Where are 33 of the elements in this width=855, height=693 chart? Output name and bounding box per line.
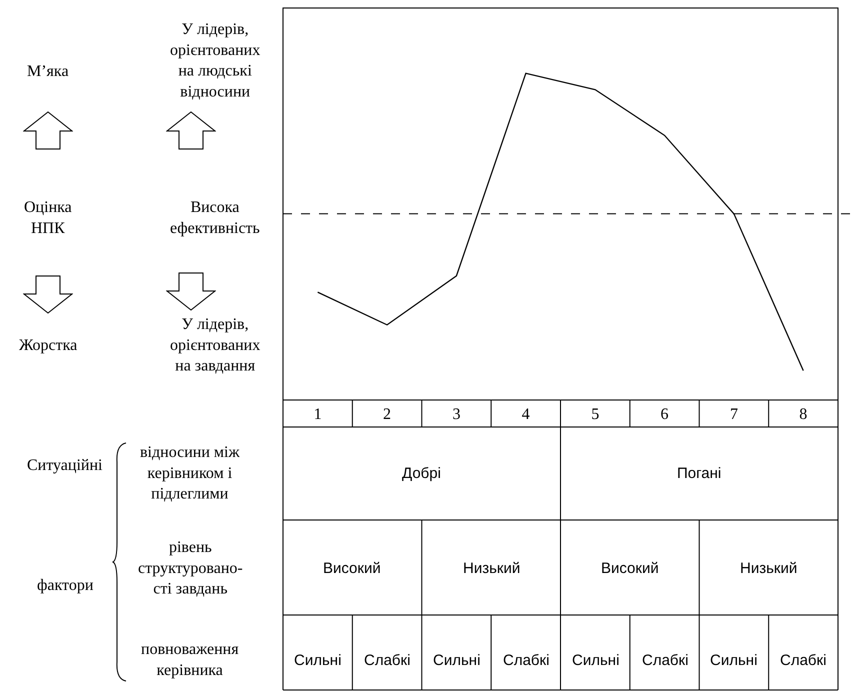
text: У лідерів, орієнтованих на людські відносини <box>170 21 260 100</box>
text: Слабкі <box>503 652 550 669</box>
text: Сильні <box>710 652 758 669</box>
text: рівень структуровано- сті завдань <box>138 539 243 598</box>
x-tick-label: 4 <box>522 406 530 423</box>
x-tick-label: 1 <box>314 406 322 423</box>
x-tick-label: 3 <box>452 406 460 423</box>
text: Слабкі <box>642 652 688 669</box>
text: Низький <box>740 560 798 577</box>
x-tick-label: 5 <box>591 406 600 423</box>
text: Сильні <box>433 652 480 669</box>
text: Сильні <box>294 652 342 669</box>
text: Слабкі <box>780 652 826 669</box>
x-tick-label: 6 <box>660 406 669 423</box>
x-tick-label: 7 <box>730 406 738 423</box>
text: Оцінка НПК <box>24 199 72 237</box>
text: Низький <box>463 560 520 577</box>
text: Висока ефективність <box>170 199 260 237</box>
text: Слабкі <box>364 652 410 669</box>
text: фактори <box>37 577 94 594</box>
text: відносини між керівником і підлеглими <box>140 444 240 503</box>
text: Добрі <box>402 465 441 482</box>
text: У лідерів, орієнтованих на завдання <box>170 316 260 375</box>
text: повноваження керівника <box>141 641 240 679</box>
text: Високий <box>601 560 659 577</box>
x-tick-label: 2 <box>383 406 392 423</box>
text: Ситуаційні <box>27 457 104 474</box>
text: М’яка <box>27 63 69 80</box>
text: Жорстка <box>19 337 78 354</box>
text: Високий <box>323 560 381 577</box>
text: Погані <box>677 465 722 482</box>
text: Сильні <box>572 652 620 669</box>
x-tick-label: 8 <box>799 406 808 423</box>
